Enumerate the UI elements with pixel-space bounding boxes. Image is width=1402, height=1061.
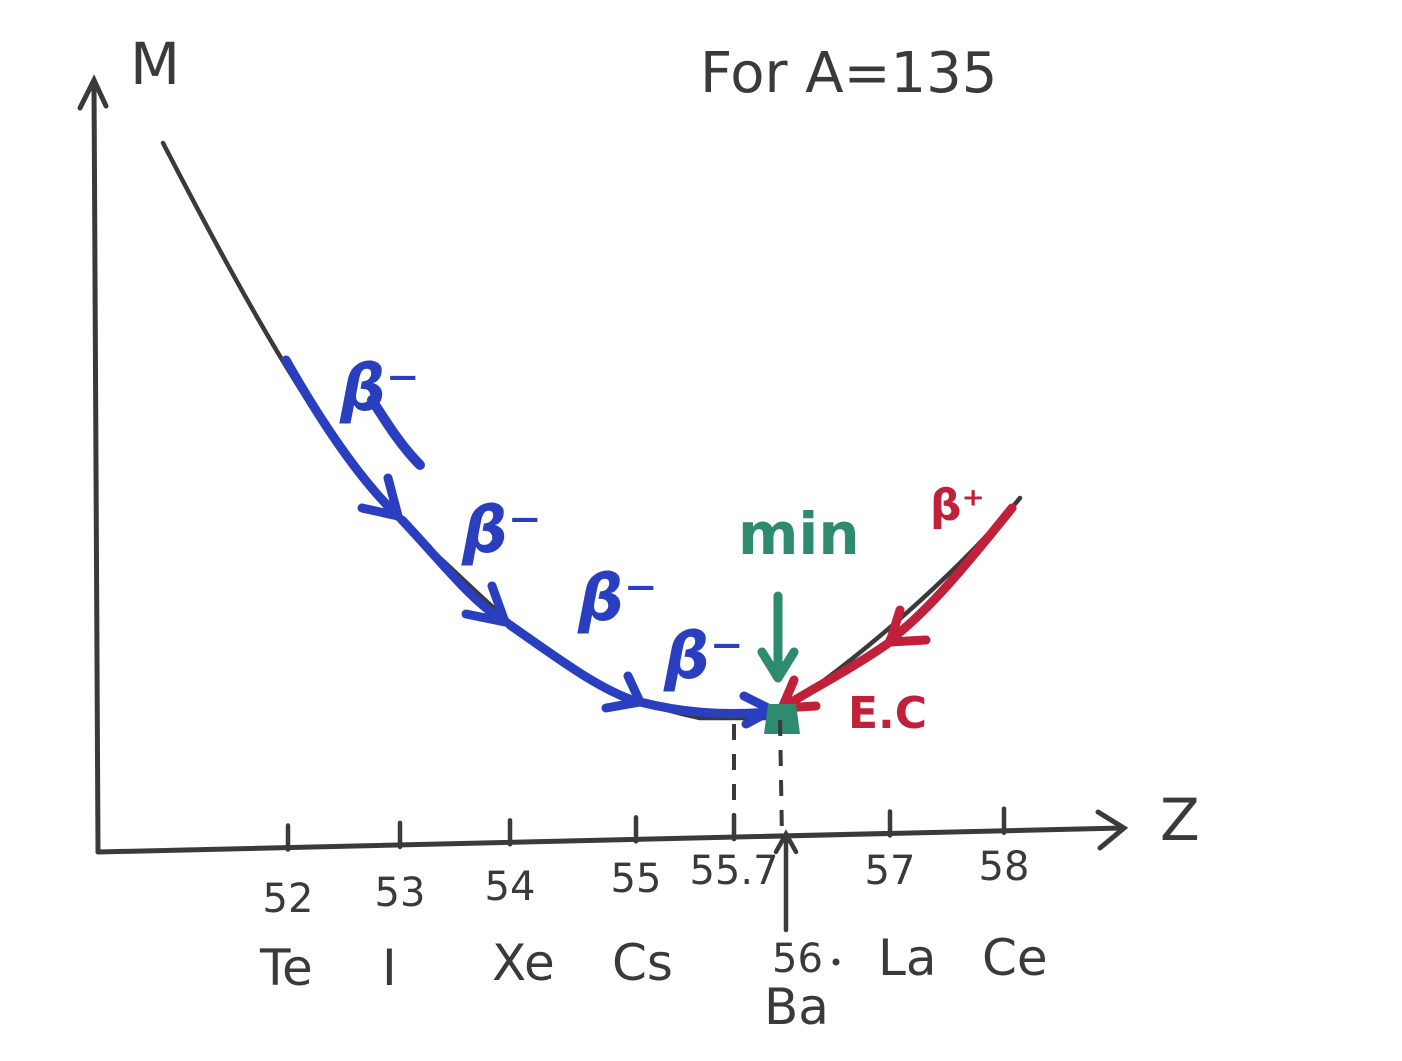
element-label-cs: Cs	[612, 934, 673, 992]
beta-minus-labels: β⁻ β⁻ β⁻ β⁻	[339, 352, 744, 694]
minimum-arrow	[757, 591, 799, 683]
beta-minus-segment-4	[635, 697, 775, 719]
minimum-label: min	[738, 500, 860, 568]
minimum-marker	[764, 704, 800, 734]
x-axis-label: Z	[1160, 786, 1200, 854]
beta-minus-arrowhead-1	[357, 473, 403, 521]
y-axis-label: M	[130, 30, 180, 98]
element-label-te: Te	[259, 939, 313, 997]
diagram-title: For A=135	[700, 41, 997, 106]
y-axis-arrowhead	[77, 74, 109, 111]
z-tick-56-dot	[832, 958, 840, 966]
z-tick-label-55: 55	[611, 856, 662, 902]
element-label-ce: Ce	[982, 929, 1048, 987]
drop-line-56	[778, 719, 784, 839]
z-tick-label-57: 57	[865, 848, 916, 894]
z-tick-label-56: 56	[772, 936, 823, 982]
beta-plus-label: β⁺	[930, 480, 985, 531]
beta-minus-segment-3	[505, 620, 643, 707]
z-tick-label-54: 54	[485, 864, 536, 910]
x-axis	[95, 825, 1125, 855]
beta-minus-segment-2	[397, 515, 510, 627]
beta-minus-label-2: β⁻	[461, 494, 542, 568]
axes	[77, 74, 1129, 855]
x-axis-arrowhead	[1095, 809, 1129, 851]
beta-minus-label-3: β⁻	[577, 562, 658, 636]
beta-minus-segment-1	[281, 355, 403, 521]
z-tick-label-58: 58	[979, 844, 1030, 890]
beta-plus-segment-1	[885, 503, 1017, 645]
element-label-xe: Xe	[492, 934, 555, 992]
element-label-la: La	[878, 929, 937, 987]
z-tick-label-52: 52	[263, 876, 314, 922]
z-tick-56	[773, 829, 799, 933]
z-tick-label-55-7: 55.7	[689, 848, 778, 894]
beta-plus-segment-2	[777, 637, 895, 713]
minimum-drop-lines	[732, 719, 784, 839]
beta-minus-tail-1	[367, 395, 425, 470]
beta-minus-label-4: β⁻	[663, 620, 744, 694]
beta-minus-arrows	[281, 355, 777, 729]
minimum-arrowhead	[757, 647, 799, 683]
element-label-i: I	[382, 939, 397, 997]
y-axis	[91, 79, 101, 855]
element-label-ba: Ba	[764, 978, 829, 1036]
electron-capture-label: E.C	[848, 688, 927, 739]
z-tick-label-53: 53	[375, 870, 426, 916]
beta-minus-arrowhead-2	[461, 581, 510, 627]
